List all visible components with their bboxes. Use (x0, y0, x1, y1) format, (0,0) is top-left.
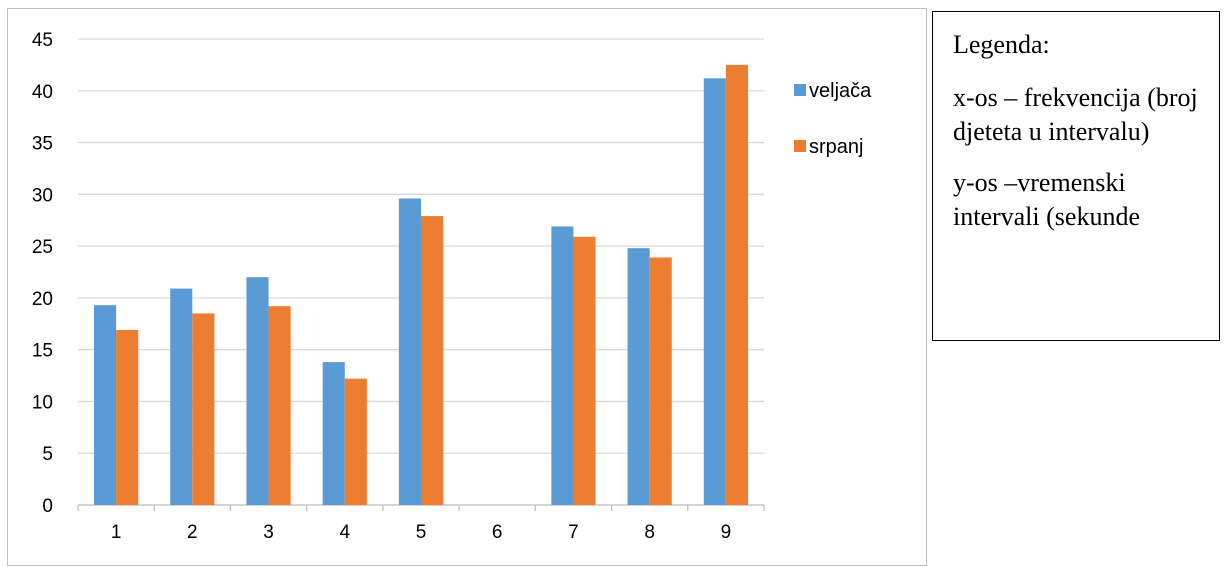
y-tick-label: 30 (32, 185, 53, 206)
legend-label-veljača: veljača (809, 80, 872, 102)
bar-veljača-4 (322, 362, 345, 505)
chart-frame: 0 5 10 15 20 25 30 35 40 45 1 2 3 4 5 6 7 8 9 veljača srpanj (7, 8, 927, 566)
x-tick-label: 8 (644, 522, 655, 543)
x-tick-label: 1 (111, 522, 122, 543)
bar-srpanj-4 (344, 378, 367, 505)
note-y-axis: y-os –vremenski intervali (sekunde (953, 168, 1140, 231)
legend-swatch-srpanj (794, 140, 806, 152)
x-tick-label: 6 (492, 522, 503, 543)
x-tick-label: 9 (721, 522, 732, 543)
bar-srpanj-3 (268, 306, 291, 505)
bar-veljača-2 (170, 288, 193, 505)
legend-swatch-veljača (794, 84, 806, 96)
bar-veljača-3 (246, 277, 269, 505)
y-tick-label: 35 (32, 134, 53, 155)
bar-srpanj-2 (192, 313, 215, 505)
bar-veljača-1 (94, 305, 117, 505)
bar-srpanj-1 (116, 329, 139, 505)
x-tick-label: 4 (339, 522, 350, 543)
y-tick-label: 0 (42, 496, 53, 517)
x-tick-label: 3 (263, 522, 274, 543)
y-tick-label: 20 (32, 289, 53, 310)
bar-srpanj-8 (649, 257, 672, 505)
y-tick-label: 15 (32, 341, 53, 362)
bar-srpanj-9 (725, 64, 748, 505)
x-tick-label: 5 (416, 522, 427, 543)
y-tick-label: 40 (32, 82, 53, 103)
bar-veljača-7 (551, 226, 574, 506)
bar-srpanj-5 (421, 216, 444, 505)
y-tick-label: 25 (32, 237, 53, 258)
bar-srpanj-7 (573, 236, 596, 505)
note-x-axis: x-os – frekvencija (broj djeteta u inter… (953, 83, 1198, 146)
y-tick-label: 10 (32, 392, 53, 413)
x-tick-label: 7 (568, 522, 579, 543)
bar-veljača-8 (627, 248, 650, 505)
bar-veljača-5 (398, 198, 421, 505)
legend-note-box: Legenda: x-os – frekvencija (broj djetet… (932, 11, 1220, 341)
note-title: Legenda: (953, 30, 1050, 59)
y-tick-label: 45 (32, 30, 53, 51)
legend-label-srpanj: srpanj (809, 136, 863, 158)
y-tick-label: 5 (42, 444, 53, 465)
bar-veljača-9 (703, 78, 726, 506)
x-tick-label: 2 (187, 522, 198, 543)
